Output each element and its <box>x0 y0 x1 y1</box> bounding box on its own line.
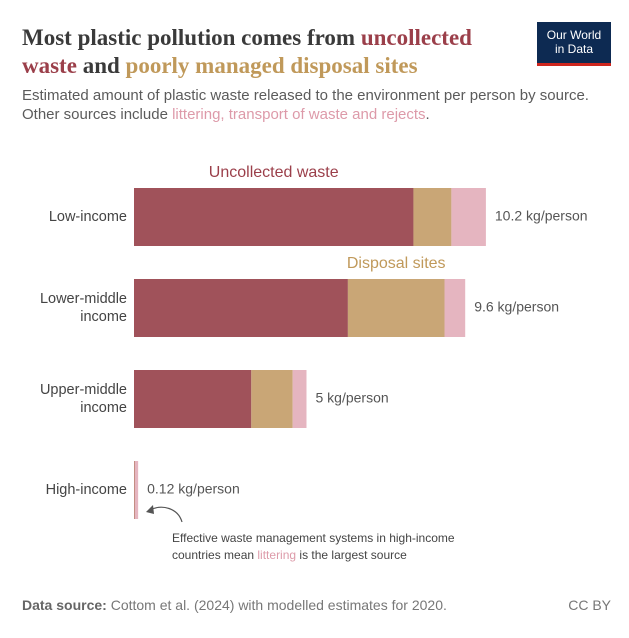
total-label: 9.6 kg/person <box>474 299 559 315</box>
category-label: Low-income <box>48 209 127 225</box>
annotation: Effective waste management systems in hi… <box>172 531 455 545</box>
annotation-text: countries mean <box>172 548 257 562</box>
logo-text: Our World <box>546 28 602 42</box>
title-text: and <box>76 53 126 78</box>
bar-segment <box>444 279 466 337</box>
bar-segment <box>413 188 452 246</box>
bar-segment <box>347 279 445 337</box>
category-label: High-income <box>45 482 127 498</box>
total-label: 10.2 kg/person <box>495 208 588 224</box>
footer: Data source: Cottom et al. (2024) with m… <box>22 597 447 613</box>
subtitle-text: Estimated amount of plastic waste releas… <box>22 87 589 123</box>
bar-segment <box>451 188 486 246</box>
source: Cottom et al. (2024) with modelled estim… <box>110 597 447 613</box>
subtitle-highlight: littering, transport of waste and reject… <box>172 106 426 123</box>
annotation-text: is the largest source <box>296 548 407 562</box>
bar-segment <box>134 370 252 428</box>
title-highlight: uncollected waste <box>22 25 472 78</box>
license[interactable]: CC BY <box>568 597 611 613</box>
series-label: Uncollected waste <box>209 164 339 181</box>
category-label: Lower-middle income <box>39 291 127 325</box>
bar-segment <box>134 461 139 519</box>
annotation-highlight: littering <box>257 548 296 562</box>
chart-title: Most plastic pollution comes from uncoll… <box>22 24 522 80</box>
subtitle-text: . <box>425 106 430 123</box>
total-label: 0.12 kg/person <box>147 481 240 497</box>
annotation-arrowhead <box>146 505 154 514</box>
logo-text: in Data <box>554 42 594 56</box>
bar-segment <box>251 370 293 428</box>
source-label: Data source: <box>22 597 107 613</box>
category-label: Upper-middle income <box>39 382 127 416</box>
chart: Effective waste management systems in hi… <box>134 164 588 562</box>
title-text: Most plastic pollution comes from <box>22 25 361 50</box>
series-label: Disposal sites <box>347 255 446 272</box>
logo[interactable]: Our World in Data <box>537 22 611 66</box>
bar-segment <box>134 188 414 246</box>
subtitle: Estimated amount of plastic waste releas… <box>22 86 612 124</box>
total-label: 5 kg/person <box>316 390 389 406</box>
annotation-arrow <box>149 506 183 523</box>
annotation: countries mean littering is the largest … <box>172 548 407 562</box>
bar-segment <box>292 370 307 428</box>
bar-segment <box>134 279 348 337</box>
title-highlight: poorly managed disposal sites <box>125 53 418 78</box>
